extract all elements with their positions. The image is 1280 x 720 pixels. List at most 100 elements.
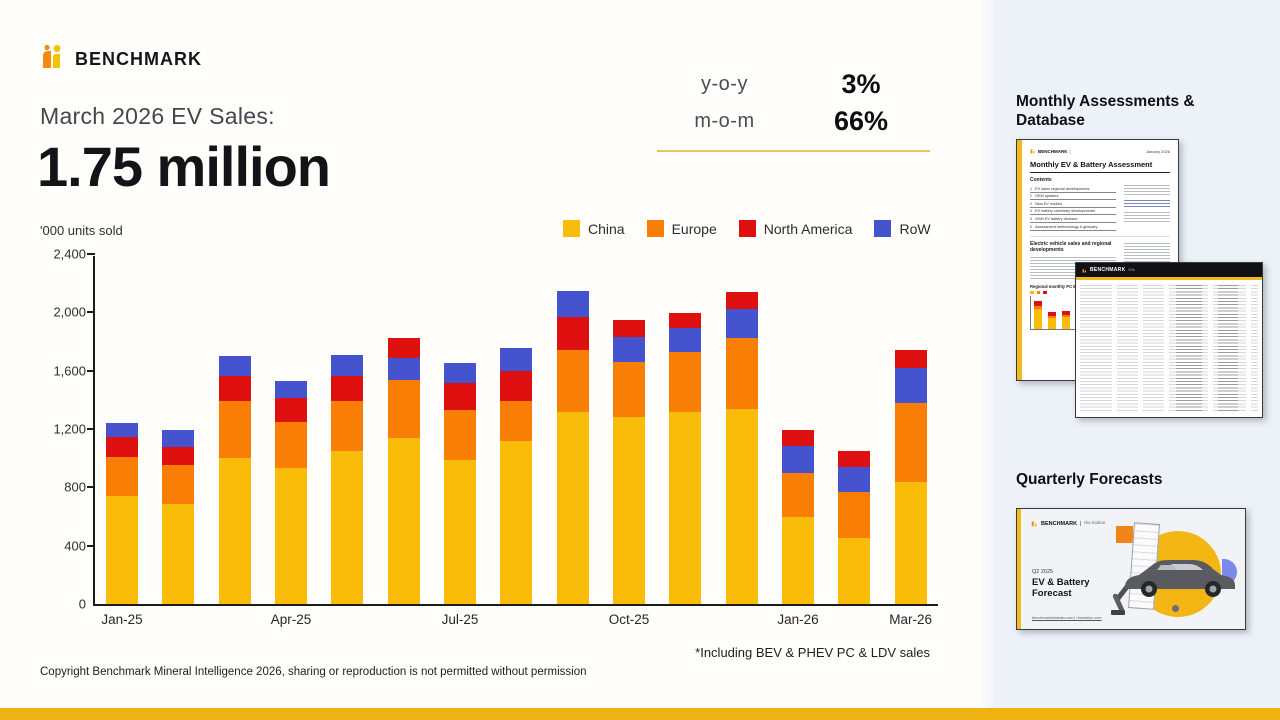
stacked-bar-mar-26: [894, 349, 927, 604]
report-toc-item: 6 Assessment methodology & glossary: [1030, 223, 1116, 231]
slide-footer-links: benchmarkminerals.com | rhomotion.com: [1032, 616, 1102, 620]
segment-row: [669, 328, 702, 353]
segment-europe: [106, 456, 138, 497]
stacked-bar-jun-25: [387, 337, 420, 604]
segment-north-america: [725, 291, 758, 309]
report-divider: [1030, 235, 1170, 237]
segment-row: [331, 354, 364, 376]
y-axis-tick-mark: [87, 486, 95, 489]
sidebar: Monthly Assessments & Database BENCHMARK…: [980, 0, 1280, 708]
stacked-bar-jul-25: [443, 363, 476, 604]
segment-china: [669, 411, 702, 604]
segment-europe: [331, 401, 364, 451]
yoy-label: y-o-y: [701, 73, 748, 95]
stacked-bar-apr-25: [274, 380, 307, 604]
legend-swatch: [646, 220, 664, 237]
segment-north-america: [781, 430, 814, 446]
slide-gray-dot: [1172, 605, 1179, 612]
database-gold-line: [1076, 277, 1262, 280]
y-axis-tick-label: 2,400: [53, 246, 86, 262]
mom-value: 66%: [833, 106, 889, 136]
y-axis-tick-label: 1,200: [53, 421, 86, 437]
y-axis-tick-mark: [87, 253, 95, 255]
segment-row: [894, 368, 927, 403]
y-axis-tick-label: 800: [64, 479, 86, 495]
headline-value: 1.75 million: [37, 135, 331, 198]
stacked-bar-mar-25: [218, 356, 251, 604]
x-axis-label: Jul-25: [441, 612, 479, 627]
yoy-value: 3%: [841, 69, 881, 99]
report-toc-item: 2 OEM updates: [1030, 193, 1116, 201]
stacked-bar-feb-25: [162, 430, 195, 604]
segment-europe: [500, 401, 533, 441]
stacked-bar-oct-25: [612, 320, 645, 604]
segment-china: [781, 517, 814, 604]
segment-north-america: [331, 375, 364, 402]
segment-north-america: [443, 383, 476, 411]
legend-label: China: [588, 220, 625, 237]
segment-china: [274, 468, 307, 604]
stacked-bar-feb-26: [838, 450, 871, 604]
stacked-bar-dec-25: [725, 291, 758, 604]
forecast-slide-thumbnail[interactable]: BENCHMARK rho motion Q2 2025 EV & Batter…: [1016, 508, 1246, 630]
segment-europe: [218, 400, 251, 459]
copyright-text: Copyright Benchmark Mineral Intelligence…: [40, 666, 587, 678]
legend-item-china: China: [563, 220, 625, 237]
segment-europe: [162, 465, 195, 505]
mom-label: m-o-m: [694, 110, 755, 132]
database-thumb-sub: EVs: [1128, 268, 1135, 272]
database-thumb-header: BENCHMARK EVs: [1076, 263, 1262, 277]
y-axis-tick-mark: [87, 369, 95, 372]
main-panel: BENCHMARK March 2026 EV Sales: 1.75 mill…: [37, 44, 938, 678]
segment-europe: [725, 337, 758, 409]
segment-row: [106, 423, 138, 438]
segment-europe: [669, 352, 702, 412]
segment-china: [162, 504, 195, 604]
segment-north-america: [500, 371, 533, 402]
quarterly-forecasts-heading: Quarterly Forecasts: [1016, 471, 1163, 488]
segment-row: [218, 356, 251, 376]
segment-row: [387, 358, 420, 381]
chart-legend: China Europe North America RoW: [563, 220, 931, 237]
segment-china: [387, 438, 420, 604]
database-thumbnail[interactable]: BENCHMARK EVs: [1075, 262, 1263, 418]
segment-china: [612, 416, 645, 604]
legend-swatch: [738, 220, 756, 237]
legend-item-europe: Europe: [646, 220, 717, 237]
report-section-heading: Electric vehicle sales and regional deve…: [1030, 240, 1112, 254]
y-axis-tick-label: 400: [64, 538, 86, 554]
stat-row-mom: m-o-m 66%: [657, 103, 930, 140]
segment-europe: [556, 350, 589, 412]
report-thumb-title: Monthly EV & Battery Assessment: [1030, 160, 1170, 173]
segment-china: [106, 496, 138, 604]
report-thumb-logo: BENCHMARK |: [1030, 148, 1071, 154]
y-axis-tick-mark: [87, 311, 95, 314]
bottom-accent-bar: [0, 708, 1280, 720]
segment-north-america: [274, 398, 307, 422]
stacked-bar-jan-25: [106, 423, 138, 604]
benchmark-logo: BENCHMARK: [40, 44, 202, 75]
segment-europe: [838, 491, 871, 538]
segment-row: [781, 445, 814, 473]
stat-row-yoy: y-o-y 3%: [657, 66, 930, 103]
segment-china: [556, 411, 589, 604]
legend-swatch: [874, 220, 892, 237]
benchmark-logo-text: BENCHMARK: [75, 49, 202, 69]
report-contact-block: [1124, 177, 1170, 231]
y-axis-unit-label: '000 units sold: [40, 223, 123, 238]
segment-row: [725, 308, 758, 338]
segment-north-america: [894, 349, 927, 369]
segment-china: [218, 458, 251, 604]
legend-label: RoW: [899, 220, 931, 237]
monthly-assessments-heading: Monthly Assessments & Database: [1016, 93, 1195, 130]
slide-logo: BENCHMARK rho motion: [1031, 520, 1105, 527]
benchmark-logo-icon: [40, 44, 70, 75]
segment-row: [500, 348, 533, 372]
database-rows: [1080, 285, 1258, 413]
report-thumb-date: January 2026: [1145, 148, 1170, 154]
y-axis-tick-label: 0: [78, 596, 86, 612]
y-axis-tick-mark: [87, 428, 95, 430]
chart-footnote: *Including BEV & PHEV PC & LDV sales: [695, 645, 930, 660]
segment-china: [331, 450, 364, 604]
segment-row: [162, 430, 195, 447]
